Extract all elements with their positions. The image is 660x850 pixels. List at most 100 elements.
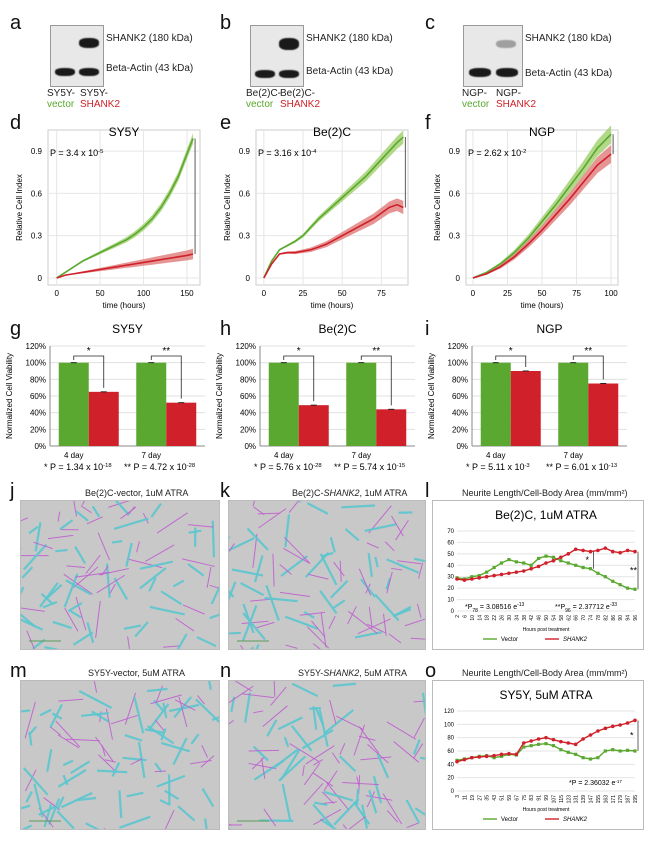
neurite-trace	[63, 573, 94, 595]
x-tick-label: 82	[603, 615, 609, 621]
data-point-SHANK2	[566, 741, 571, 745]
cell-body	[332, 682, 356, 687]
y-tick-label: 0	[451, 609, 455, 615]
neurite-trace	[188, 524, 214, 528]
bar-shank2	[88, 391, 119, 446]
cell-body	[211, 520, 216, 558]
y-tick-label: 0.3	[31, 232, 43, 241]
x-tick-label: 50	[338, 289, 347, 298]
data-point-Vector	[551, 744, 556, 748]
cell-body	[34, 522, 42, 552]
cell-body	[229, 537, 255, 552]
neurite-trace	[256, 621, 275, 629]
cell-body	[139, 567, 167, 590]
y-tick-label: 40%	[240, 409, 256, 418]
significance-marker: **	[372, 346, 380, 357]
y-tick-label: 10	[447, 598, 454, 604]
viability-bar-chart-h: Be(2)C 0% 20% 40% 60% 80% 100% 120% Normalized C…	[215, 322, 415, 472]
cell-body	[67, 602, 83, 613]
cell-body	[187, 563, 205, 577]
neurite-trace	[393, 741, 420, 763]
data-point-SHANK2	[559, 739, 563, 744]
cell-body	[75, 510, 89, 522]
cell-body	[329, 536, 336, 553]
chart-title: NGP	[529, 125, 555, 139]
neurite-trace	[64, 608, 79, 632]
x-tick-label: 43	[492, 795, 498, 801]
neurite-trace	[262, 705, 288, 727]
data-point-Vector	[603, 575, 607, 579]
neurite-trace	[360, 756, 392, 761]
neurite-trace	[241, 620, 269, 625]
data-point-SHANK2	[596, 729, 600, 733]
x-tick-label: 30	[507, 615, 513, 621]
y-tick-label: 80	[447, 736, 454, 742]
data-point-SHANK2	[492, 573, 496, 578]
neurite-trace	[258, 508, 287, 529]
x-tick-label: 75	[522, 795, 528, 801]
neurite-trace	[308, 573, 329, 580]
data-point-SHANK2	[455, 577, 459, 581]
chart-title: Be(2)C	[313, 125, 351, 139]
cell-body	[39, 708, 52, 717]
chart-title: SY5Y, 5uM ATRA	[500, 688, 593, 702]
neurite-trace	[95, 736, 114, 762]
y-tick-label: 20	[447, 776, 454, 782]
cell-body	[44, 646, 60, 649]
neurite-trace	[58, 698, 84, 702]
y-axis-label: Relative Cell Index	[433, 174, 442, 241]
y-axis-label: Normalized Cell Viability	[427, 353, 436, 439]
y-tick-label: 120%	[236, 342, 256, 351]
cell-body	[156, 774, 186, 788]
lane-label: Be(2)C-	[246, 88, 282, 99]
y-axis-label: Relative Cell Index	[223, 174, 232, 241]
x-tick-label: 59	[507, 795, 513, 801]
y-tick-label: 70	[447, 529, 454, 535]
cell-body	[195, 698, 219, 724]
y-tick-label: 20%	[452, 425, 468, 434]
y-tick-label: 80%	[452, 375, 468, 384]
cell-body	[211, 716, 219, 721]
cell-body	[154, 762, 163, 773]
data-point-SHANK2	[559, 555, 563, 560]
significance-bracket	[150, 355, 182, 399]
data-point-SHANK2	[603, 726, 608, 731]
bar-shank2	[588, 383, 619, 446]
neurite-trace	[136, 541, 140, 553]
cell-body	[242, 612, 266, 641]
neurite-trace	[386, 810, 399, 823]
neurite-trace	[368, 606, 373, 628]
neurite-trace	[86, 516, 103, 525]
x-tick-label: 0	[54, 289, 59, 298]
cell-body	[314, 801, 328, 807]
protein-label: SHANK2 (180 kDa)	[106, 33, 193, 44]
x-tick-label: 7 day	[351, 451, 371, 460]
neurite-trace	[395, 519, 409, 541]
neurite-trace	[367, 744, 389, 764]
neurite-trace	[96, 574, 126, 594]
data-point-Vector	[559, 748, 563, 752]
p-value-label: *P78 = 3.08516 e-13	[465, 602, 525, 614]
data-point-Vector	[566, 750, 570, 754]
data-point-Vector	[507, 557, 511, 562]
y-tick-label: 40%	[452, 409, 468, 418]
panel-letter: l	[425, 480, 430, 502]
y-tick-label: 50	[447, 552, 454, 558]
y-tick-label: 40	[447, 762, 454, 768]
p-value-label: P = 3.16 x 10-4	[258, 148, 317, 158]
cell-body	[319, 818, 338, 829]
neurite-trace	[391, 567, 403, 571]
data-point-SHANK2	[514, 752, 519, 757]
cell-body	[81, 712, 110, 717]
neurite-trace	[279, 591, 311, 598]
neurite-trace	[305, 745, 335, 765]
cell-body	[177, 805, 196, 822]
cell-body	[146, 687, 168, 693]
y-tick-label: 60	[447, 540, 454, 546]
neurite-trace	[201, 745, 209, 758]
cell-body	[386, 558, 420, 574]
series-line-vector	[56, 138, 194, 279]
series-line-SHANK2	[56, 253, 194, 279]
neurite-trace	[331, 752, 340, 764]
